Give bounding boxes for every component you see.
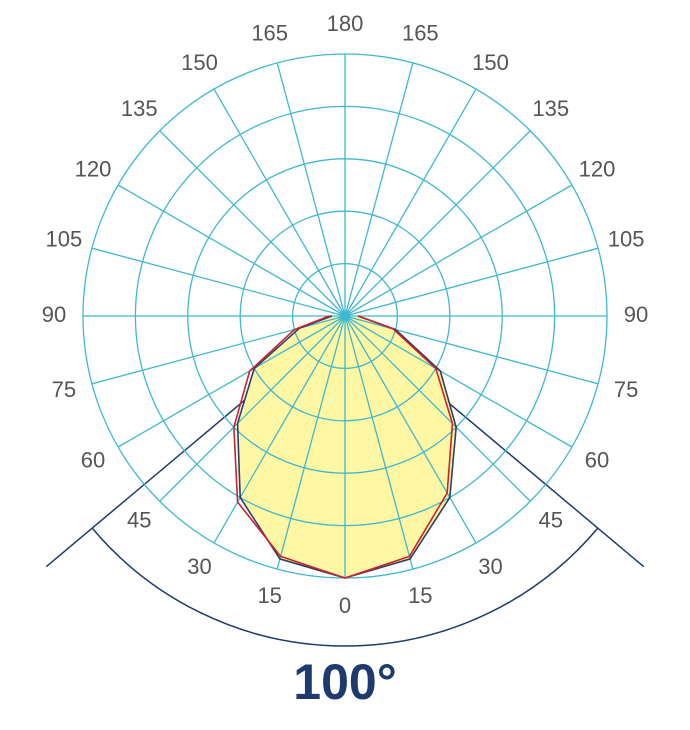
grid-spoke [344, 88, 477, 317]
angle-label: 150 [181, 50, 218, 75]
angle-label: 90 [624, 302, 648, 327]
angle-label: 120 [75, 156, 112, 181]
beam-angle-label: 100° [293, 654, 396, 710]
angle-label: 165 [251, 21, 288, 46]
angle-label: 135 [532, 96, 569, 121]
angle-label: 15 [257, 583, 281, 608]
grid-spoke [159, 130, 346, 317]
grid-spoke [344, 315, 414, 570]
grid-spoke [276, 62, 346, 317]
angle-label: 135 [121, 96, 158, 121]
angle-label: 15 [408, 583, 432, 608]
angle-label: 180 [327, 11, 364, 36]
angle-label: 105 [46, 226, 83, 251]
angle-label: 45 [539, 508, 563, 533]
angle-label: 150 [472, 50, 509, 75]
intensity-curve [233, 315, 454, 579]
angle-label: 75 [614, 377, 638, 402]
grid-spoke [344, 247, 599, 317]
grid-spoke [276, 315, 346, 570]
angle-label: 165 [402, 21, 439, 46]
grid-spoke [159, 315, 346, 502]
grid-spoke [344, 130, 531, 317]
grid-spoke [344, 315, 573, 448]
grid-spoke [344, 315, 477, 544]
grid-spoke [344, 62, 414, 317]
grid-spoke [344, 315, 531, 502]
grid-spoke [91, 247, 346, 317]
angle-label: 0 [339, 593, 351, 618]
angle-label: 90 [42, 302, 66, 327]
grid-spoke [213, 88, 346, 317]
grid-spoke [213, 315, 346, 544]
angle-label: 45 [127, 508, 151, 533]
grid-spoke [344, 184, 573, 317]
angle-label: 75 [52, 377, 76, 402]
angle-label: 30 [478, 554, 502, 579]
angle-label: 60 [81, 447, 105, 472]
angle-label: 60 [585, 447, 609, 472]
angle-label: 30 [187, 554, 211, 579]
grid-spoke [117, 184, 346, 317]
beam-arc [91, 527, 599, 647]
angle-label: 105 [608, 226, 645, 251]
angle-label: 120 [579, 156, 616, 181]
grid-spoke [117, 315, 346, 448]
